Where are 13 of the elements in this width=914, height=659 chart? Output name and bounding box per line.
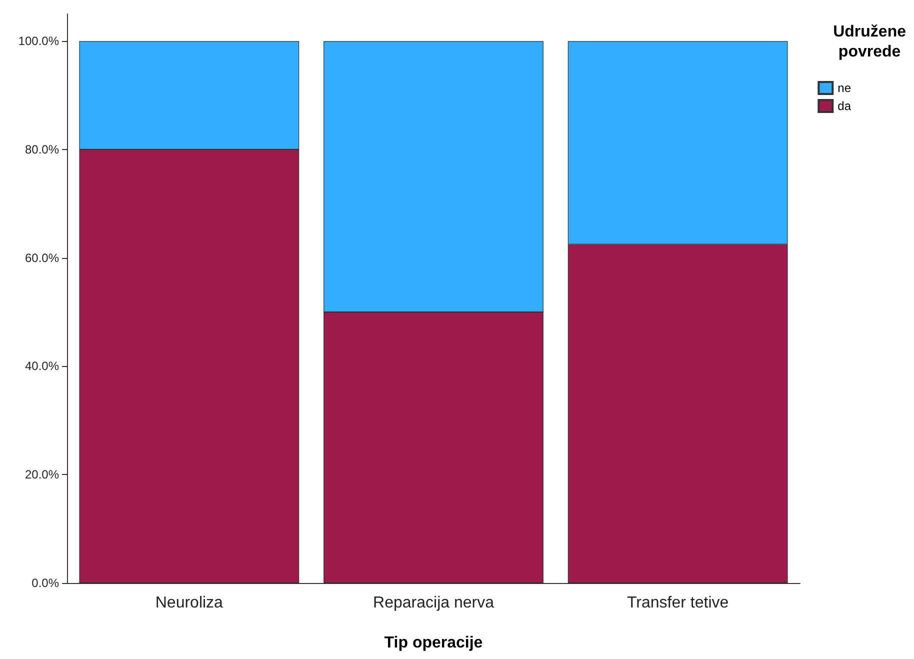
y-tick-label: 80.0% [24,142,60,156]
y-tick-label: 100.0% [18,34,60,48]
y-tick-label: 0.0% [32,576,60,590]
legend-title: Udružene povrede [833,24,906,60]
y-tick-label: 40.0% [24,359,60,374]
y-tick-label: 20.0% [24,468,60,482]
x-tick-label: Transfer tetive [626,594,729,612]
x-tick-label: Reparacija nerva [373,594,494,612]
legend-label: da [838,99,852,113]
x-axis-title: Tip operacije [384,634,483,652]
y-tick-label: 60.0% [24,250,60,265]
legend-label: ne [838,81,852,95]
x-tick-label: Neuroliza [155,594,224,612]
